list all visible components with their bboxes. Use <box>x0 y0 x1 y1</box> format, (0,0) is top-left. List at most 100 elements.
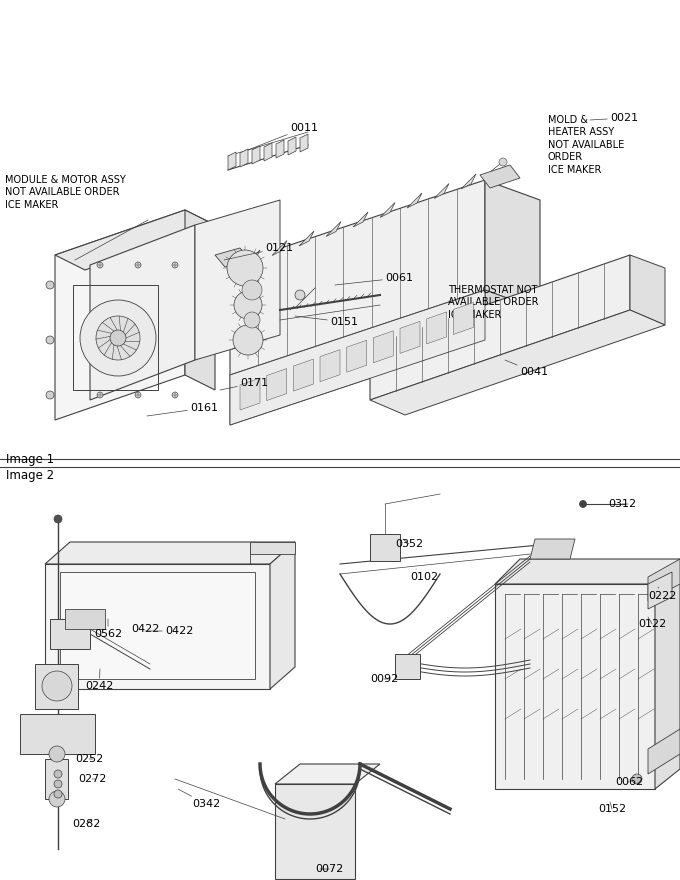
Polygon shape <box>275 764 380 784</box>
Polygon shape <box>50 619 90 649</box>
Polygon shape <box>655 559 680 789</box>
Polygon shape <box>648 559 680 601</box>
Polygon shape <box>250 542 295 554</box>
Polygon shape <box>288 137 296 155</box>
Circle shape <box>49 746 65 762</box>
Text: 0342: 0342 <box>178 789 220 809</box>
Polygon shape <box>434 184 449 199</box>
Polygon shape <box>530 539 575 559</box>
Text: 0011: 0011 <box>248 123 318 150</box>
Polygon shape <box>35 664 78 709</box>
Polygon shape <box>240 149 248 167</box>
Polygon shape <box>485 290 540 360</box>
Text: 0562: 0562 <box>94 619 122 639</box>
Circle shape <box>97 262 103 268</box>
Circle shape <box>54 790 62 798</box>
Text: 0282: 0282 <box>72 819 101 829</box>
Circle shape <box>172 392 178 398</box>
Circle shape <box>632 774 642 784</box>
Polygon shape <box>60 572 255 679</box>
Circle shape <box>499 158 507 166</box>
Polygon shape <box>326 222 341 237</box>
Circle shape <box>97 392 103 398</box>
Polygon shape <box>65 609 105 629</box>
Polygon shape <box>400 321 420 354</box>
Circle shape <box>242 280 262 300</box>
Polygon shape <box>230 290 485 425</box>
Circle shape <box>46 391 54 399</box>
Circle shape <box>135 262 141 268</box>
Polygon shape <box>373 331 393 363</box>
Text: 0122: 0122 <box>638 617 666 629</box>
Text: MOLD &
HEATER ASSY
NOT AVAILABLE
ORDER
ICE MAKER: MOLD & HEATER ASSY NOT AVAILABLE ORDER I… <box>548 115 624 174</box>
Polygon shape <box>45 759 68 799</box>
Text: 0062: 0062 <box>615 777 643 787</box>
Circle shape <box>244 312 260 328</box>
Circle shape <box>172 262 178 268</box>
Text: 0422: 0422 <box>131 624 159 634</box>
Text: MODULE & MOTOR ASSY
NOT AVAILABLE ORDER
ICE MAKER: MODULE & MOTOR ASSY NOT AVAILABLE ORDER … <box>5 175 126 209</box>
Polygon shape <box>300 134 308 152</box>
Polygon shape <box>252 146 260 164</box>
Polygon shape <box>90 225 195 400</box>
Polygon shape <box>370 534 400 561</box>
Polygon shape <box>630 255 665 325</box>
Text: 0072: 0072 <box>315 864 343 874</box>
Text: 0092: 0092 <box>370 674 398 684</box>
Polygon shape <box>395 654 420 679</box>
Text: 0061: 0061 <box>335 273 413 285</box>
Text: 0422: 0422 <box>145 626 193 636</box>
Polygon shape <box>495 559 680 584</box>
Polygon shape <box>230 180 485 375</box>
Polygon shape <box>20 714 95 754</box>
Polygon shape <box>648 572 672 609</box>
Circle shape <box>234 291 262 319</box>
Circle shape <box>54 515 62 523</box>
Polygon shape <box>267 369 287 400</box>
Text: 0121: 0121 <box>224 243 293 260</box>
Text: 0021: 0021 <box>590 113 638 123</box>
Circle shape <box>54 780 62 788</box>
Polygon shape <box>272 240 287 255</box>
Text: 0312: 0312 <box>608 499 636 509</box>
Circle shape <box>295 290 305 300</box>
Polygon shape <box>45 542 295 564</box>
Circle shape <box>96 316 140 360</box>
Polygon shape <box>245 250 260 265</box>
Polygon shape <box>228 152 236 170</box>
Circle shape <box>42 671 72 701</box>
Text: 0272: 0272 <box>78 774 106 784</box>
Polygon shape <box>215 248 250 267</box>
Polygon shape <box>495 584 655 789</box>
Text: THERMOSTAT NOT
AVAILABLE ORDER
ICE MAKER: THERMOSTAT NOT AVAILABLE ORDER ICE MAKER <box>448 285 539 319</box>
Polygon shape <box>270 542 295 689</box>
Text: 0352: 0352 <box>395 539 423 549</box>
Circle shape <box>54 770 62 778</box>
Polygon shape <box>454 303 473 334</box>
Polygon shape <box>380 202 395 217</box>
Circle shape <box>233 325 263 355</box>
Text: 0102: 0102 <box>410 569 438 582</box>
Polygon shape <box>185 210 215 390</box>
Polygon shape <box>264 143 272 161</box>
Polygon shape <box>426 312 447 344</box>
Text: 0252: 0252 <box>75 754 103 764</box>
Text: 0151: 0151 <box>295 316 358 327</box>
Polygon shape <box>276 140 284 158</box>
Polygon shape <box>55 210 185 420</box>
Polygon shape <box>347 341 367 372</box>
Polygon shape <box>240 378 260 410</box>
Text: 0242: 0242 <box>85 669 114 691</box>
Polygon shape <box>230 290 485 425</box>
Polygon shape <box>55 210 215 270</box>
Polygon shape <box>275 784 355 879</box>
Polygon shape <box>370 255 630 400</box>
Polygon shape <box>320 349 340 382</box>
Polygon shape <box>648 729 680 774</box>
Polygon shape <box>299 231 314 246</box>
Polygon shape <box>353 212 368 227</box>
Polygon shape <box>485 180 540 310</box>
Text: 0161: 0161 <box>147 403 218 416</box>
Polygon shape <box>370 310 665 415</box>
Text: Image 1: Image 1 <box>6 453 54 466</box>
